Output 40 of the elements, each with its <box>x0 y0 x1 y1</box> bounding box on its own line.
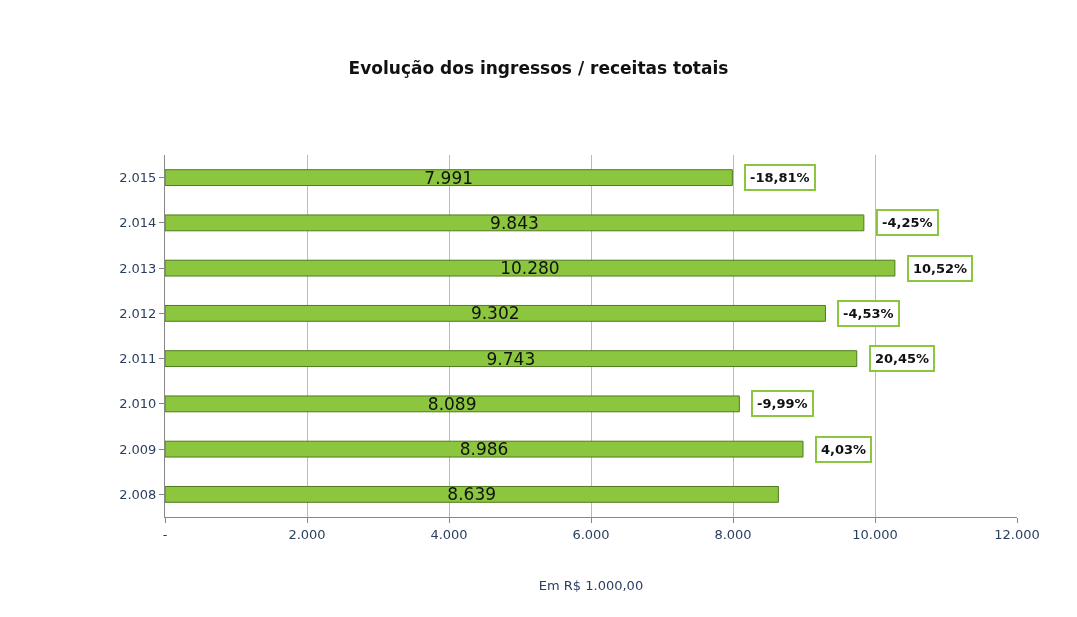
bar <box>165 259 896 277</box>
chart-title: Evolução dos ingressos / receitas totais <box>348 57 729 78</box>
x-axis-title: Em R$ 1.000,00 <box>538 578 644 594</box>
y-tick-label: 2.011 <box>119 351 157 367</box>
x-tick-label: - <box>162 526 168 542</box>
x-tick-label: 10.000 <box>852 526 898 542</box>
annotation: 20,45% <box>875 351 930 366</box>
bar <box>165 395 740 413</box>
x-tick-label: 6.000 <box>572 526 610 542</box>
data-label: 8.639 <box>447 484 497 505</box>
y-tick-label: 2.008 <box>119 486 157 502</box>
annotation: -9,99% <box>757 396 808 411</box>
data-label: 9.843 <box>490 212 539 233</box>
y-tick-label: 2.015 <box>119 170 157 186</box>
bar <box>165 214 865 232</box>
x-tick-label: 4.000 <box>430 526 468 542</box>
bar <box>165 485 779 503</box>
bar <box>165 350 858 368</box>
data-label: 8.986 <box>459 439 509 460</box>
bar <box>165 169 733 187</box>
x-tick-label: 8.000 <box>714 526 752 542</box>
bar <box>165 440 804 458</box>
y-tick-label: 2.013 <box>119 260 157 276</box>
annotation: -18,81% <box>750 170 810 185</box>
data-label: 8.089 <box>427 393 477 414</box>
annotation: 10,52% <box>913 261 968 276</box>
y-tick-label: 2.010 <box>119 396 157 412</box>
y-tick-label: 2.012 <box>119 305 157 321</box>
data-label: 9.302 <box>470 303 520 324</box>
data-label: 10.280 <box>500 258 560 279</box>
annotation: -4,53% <box>843 306 894 321</box>
data-label: 7.991 <box>424 167 474 188</box>
annotation: 4,03% <box>821 442 867 457</box>
x-tick-label: 12.000 <box>994 526 1040 542</box>
y-tick-label: 2.009 <box>119 441 157 457</box>
y-tick-label: 2.014 <box>119 215 157 231</box>
x-tick-label: 2.000 <box>288 526 326 542</box>
bar <box>165 304 826 322</box>
annotation: -4,25% <box>882 215 933 230</box>
data-label: 9.743 <box>486 348 536 369</box>
